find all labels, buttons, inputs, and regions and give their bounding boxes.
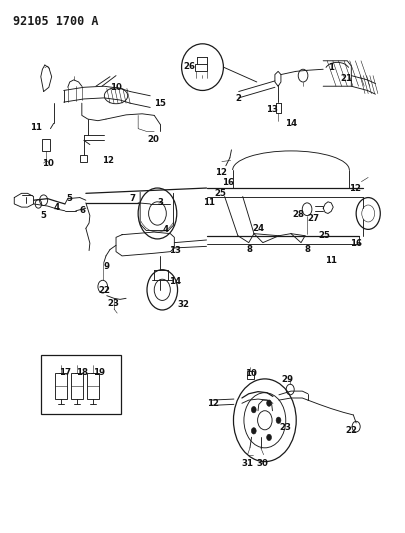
Text: 20: 20 (147, 135, 159, 144)
Circle shape (252, 407, 256, 413)
Bar (43, 139, 51, 151)
Text: 5: 5 (66, 194, 72, 203)
Circle shape (266, 400, 271, 406)
Text: 12: 12 (350, 183, 361, 192)
Text: 2: 2 (236, 94, 242, 103)
Text: 11: 11 (30, 123, 42, 132)
Text: 9: 9 (104, 262, 110, 271)
Bar (71, 373, 83, 399)
Text: 1: 1 (328, 63, 334, 71)
Text: 15: 15 (154, 99, 166, 108)
Text: 11: 11 (202, 198, 215, 207)
Text: 26: 26 (183, 62, 196, 70)
Text: 12: 12 (207, 399, 219, 408)
Text: 4: 4 (162, 225, 168, 234)
Text: 25: 25 (215, 189, 226, 198)
Text: 14: 14 (169, 277, 181, 286)
Bar (247, 372, 254, 379)
Bar (87, 373, 99, 399)
Text: 12: 12 (102, 156, 114, 165)
Bar (55, 373, 66, 399)
Text: 11: 11 (325, 256, 337, 265)
Text: 3: 3 (157, 198, 163, 207)
Text: 17: 17 (59, 368, 71, 377)
Text: 5: 5 (40, 211, 47, 220)
Circle shape (252, 427, 256, 434)
Text: 24: 24 (252, 224, 264, 233)
Text: 10: 10 (110, 83, 122, 92)
Text: 23: 23 (107, 299, 119, 308)
Text: 13: 13 (266, 104, 278, 114)
Text: 16: 16 (222, 178, 234, 187)
Text: 7: 7 (129, 194, 135, 203)
Text: 22: 22 (345, 426, 357, 435)
Text: 6: 6 (80, 206, 85, 215)
Text: 21: 21 (341, 74, 352, 83)
Bar (41, 354, 121, 414)
Text: 16: 16 (350, 239, 362, 248)
Bar (80, 155, 87, 161)
Text: 92105 1700 A: 92105 1700 A (13, 15, 99, 28)
Bar (195, 64, 207, 71)
Text: 10: 10 (245, 369, 257, 378)
Text: 30: 30 (256, 459, 268, 469)
Text: 28: 28 (292, 210, 304, 219)
Text: 27: 27 (307, 214, 319, 223)
Text: 8: 8 (304, 245, 310, 254)
Text: 14: 14 (285, 119, 297, 128)
Circle shape (276, 417, 281, 423)
Text: 4: 4 (54, 203, 60, 212)
Text: 18: 18 (76, 368, 88, 377)
Text: 22: 22 (98, 286, 110, 295)
Text: 32: 32 (177, 300, 189, 309)
Text: 23: 23 (279, 423, 291, 432)
Text: 13: 13 (169, 246, 181, 255)
Text: 29: 29 (282, 375, 294, 384)
Text: 12: 12 (215, 167, 227, 176)
Text: 25: 25 (318, 231, 330, 240)
Circle shape (266, 434, 271, 441)
Text: 8: 8 (247, 245, 253, 254)
Text: 19: 19 (93, 368, 105, 377)
Text: 31: 31 (241, 459, 254, 469)
Text: 10: 10 (42, 159, 53, 167)
